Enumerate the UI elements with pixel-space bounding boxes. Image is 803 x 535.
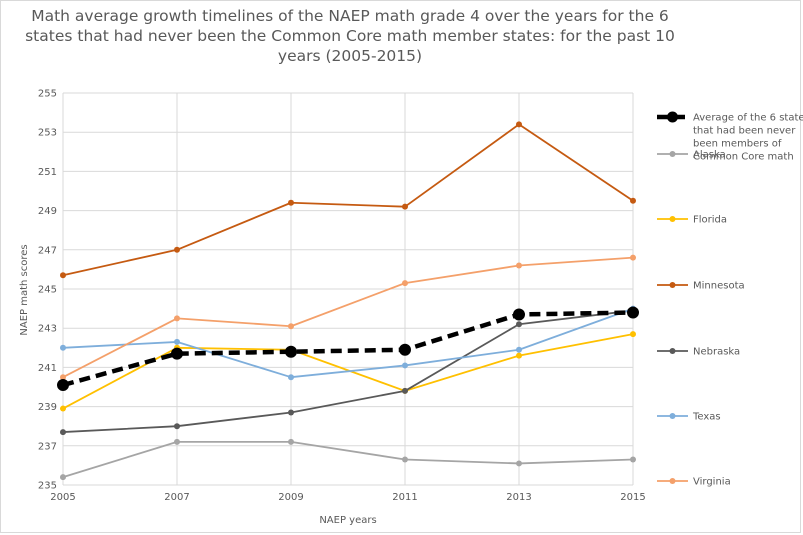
series-line — [62, 310, 634, 388]
legend-marker — [669, 478, 676, 484]
y-tick-label: 249 — [38, 206, 57, 217]
legend-label: Average of the 6 states — [693, 113, 803, 124]
data-point — [171, 347, 183, 360]
series-line — [62, 256, 634, 378]
data-point — [288, 374, 294, 381]
series-line — [62, 333, 634, 410]
y-axis-label: NAEP math scores — [19, 244, 30, 335]
legend-label: Alaska — [693, 150, 726, 161]
data-point — [630, 456, 636, 463]
data-point — [516, 262, 522, 269]
data-point — [402, 203, 408, 210]
data-point — [516, 460, 522, 467]
y-tick-label: 245 — [38, 285, 57, 296]
data-point — [516, 352, 522, 359]
legend-marker — [669, 282, 676, 288]
x-tick-label: 2015 — [620, 492, 645, 503]
grid-lines — [62, 92, 634, 486]
data-point — [60, 344, 66, 351]
legend-marker — [669, 348, 676, 354]
x-tick-label: 2005 — [50, 492, 75, 503]
data-point — [174, 338, 180, 345]
legend-label: Minnesota — [693, 281, 745, 292]
y-tick-label: 235 — [38, 481, 57, 492]
series-line — [62, 440, 634, 479]
legend-label: been members of — [693, 139, 782, 150]
x-axis-label: NAEP years — [319, 515, 376, 526]
data-point — [288, 323, 294, 330]
data-point — [399, 343, 411, 356]
y-tick-label: 253 — [38, 128, 57, 139]
data-point — [516, 121, 522, 128]
x-tick-label: 2007 — [164, 492, 189, 503]
data-point — [174, 438, 180, 445]
legend-marker — [667, 111, 678, 123]
data-point — [516, 321, 522, 328]
legend-label: Florida — [693, 215, 727, 226]
x-tick-label: 2011 — [392, 492, 417, 503]
data-point — [60, 474, 66, 481]
data-point — [174, 315, 180, 322]
data-point — [57, 379, 69, 392]
y-tick-label: 247 — [38, 245, 57, 256]
series-line — [62, 123, 634, 277]
legend-label: that had been never — [693, 126, 796, 137]
data-point — [288, 438, 294, 445]
x-tick-label: 2009 — [278, 492, 303, 503]
y-tick-label: 255 — [38, 89, 57, 100]
data-point — [402, 387, 408, 394]
data-point — [516, 346, 522, 353]
data-point — [285, 345, 297, 358]
data-point — [630, 254, 636, 261]
series-line — [62, 309, 634, 433]
series-lines — [57, 121, 639, 481]
data-point — [60, 429, 66, 436]
legend-marker — [669, 151, 676, 157]
data-point — [174, 423, 180, 430]
legend: Average of the 6 states that had been nev… — [657, 111, 803, 488]
data-point — [174, 246, 180, 253]
data-point — [60, 272, 66, 279]
data-point — [402, 362, 408, 369]
legend-marker — [669, 413, 676, 419]
y-tick-label: 241 — [38, 363, 57, 374]
axes: 235 237 239 241 243 245 247 249 251 253 255 2005 200… — [38, 89, 646, 504]
chart-title: Math average growth timelines of the NAE… — [25, 7, 675, 65]
data-point — [60, 405, 66, 412]
x-tick-label: 2013 — [506, 492, 531, 503]
y-tick-label: 251 — [38, 167, 57, 178]
legend-label: Common Core math — [693, 152, 794, 163]
y-tick-label: 239 — [38, 402, 57, 413]
data-point — [60, 374, 66, 381]
data-point — [402, 280, 408, 287]
legend-label: Nebraska — [693, 347, 740, 358]
y-tick-label: 237 — [38, 441, 57, 452]
legend-label: Virginia — [693, 477, 731, 488]
y-tick-label: 243 — [38, 324, 57, 335]
data-point — [402, 456, 408, 463]
legend-marker — [669, 216, 676, 222]
data-point — [288, 409, 294, 416]
data-point — [513, 308, 525, 321]
data-point — [630, 197, 636, 204]
data-point — [630, 331, 636, 338]
data-point — [627, 306, 639, 319]
data-point — [288, 199, 294, 206]
series-line — [62, 307, 634, 379]
legend-label: Texas — [692, 412, 721, 423]
